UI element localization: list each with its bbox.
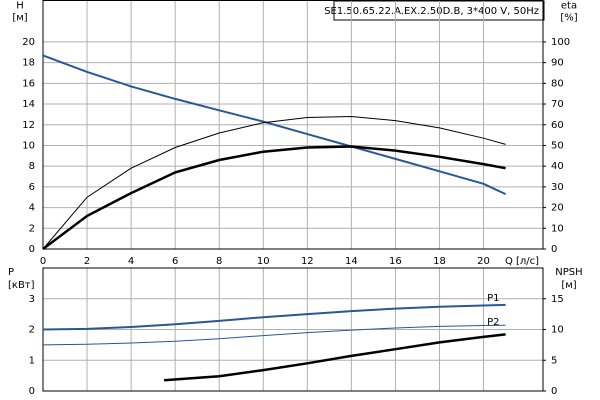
x-tick-label: 10 <box>257 256 270 267</box>
y-axis-label: P <box>8 267 14 278</box>
y-tick-label: 18 <box>22 58 35 69</box>
x-tick-label: 18 <box>433 256 446 267</box>
y2-tick-label: 20 <box>551 203 564 214</box>
curve <box>42 145 506 250</box>
y2-tick-label: 90 <box>551 58 564 69</box>
series-label: P1 <box>487 293 499 304</box>
x-tick-label: 6 <box>172 256 178 267</box>
y-tick-label: 2 <box>29 325 35 336</box>
y2-tick-label: 5 <box>551 355 557 366</box>
y-tick-label: 1 <box>29 355 35 366</box>
y-tick-label: 14 <box>22 99 35 110</box>
x-tick-label: 0 <box>40 256 46 267</box>
y2-tick-label: 0 <box>551 244 557 255</box>
y-axis-unit: [кВт] <box>8 280 35 291</box>
y-tick-label: 3 <box>29 294 35 305</box>
y-tick-label: 20 <box>22 37 35 48</box>
x-tick-label: 16 <box>389 256 402 267</box>
y2-axis-unit: [м] <box>561 280 576 291</box>
curve <box>42 303 506 331</box>
y-tick-label: 10 <box>22 140 35 151</box>
y2-axis-label: eta <box>561 1 577 12</box>
curve <box>42 324 506 346</box>
y-tick-label: 0 <box>29 386 35 397</box>
chart-title: SE1.50.65.22.A.EX.2.50D.B, 3*400 V, 50Hz <box>324 6 539 17</box>
y-tick-label: 8 <box>29 161 35 172</box>
y2-tick-label: 50 <box>551 140 564 151</box>
y2-tick-label: 10 <box>551 223 564 234</box>
y-axis-label: H <box>16 1 24 12</box>
y2-axis-unit: [%] <box>560 13 577 24</box>
curve <box>164 333 506 382</box>
curve <box>42 115 506 250</box>
y-tick-label: 0 <box>29 244 35 255</box>
y2-tick-label: 40 <box>551 161 564 172</box>
y2-tick-label: 15 <box>551 294 564 305</box>
x-tick-label: 20 <box>477 256 490 267</box>
y2-tick-label: 0 <box>551 386 557 397</box>
x-tick-label: 12 <box>301 256 314 267</box>
plot-frame <box>42 0 544 250</box>
y2-tick-label: 70 <box>551 99 564 110</box>
y2-tick-label: 80 <box>551 78 564 89</box>
y2-tick-label: 10 <box>551 325 564 336</box>
x-tick-label: 14 <box>345 256 358 267</box>
y-tick-label: 4 <box>29 203 35 214</box>
y-tick-label: 2 <box>29 223 35 234</box>
x-axis-label: Q [л/с] <box>505 256 539 267</box>
y-axis-unit: [м] <box>12 13 27 24</box>
y-tick-label: 16 <box>22 78 35 89</box>
y2-axis-label: NPSH <box>555 267 582 278</box>
x-tick-label: 8 <box>216 256 222 267</box>
series-label: P2 <box>487 317 499 328</box>
y2-tick-label: 60 <box>551 120 564 131</box>
curve <box>42 54 507 196</box>
y-tick-label: 6 <box>29 182 35 193</box>
y2-tick-label: 30 <box>551 182 564 193</box>
x-tick-label: 2 <box>84 256 90 267</box>
x-tick-label: 4 <box>128 256 134 267</box>
y2-tick-label: 100 <box>551 37 570 48</box>
y-tick-label: 12 <box>22 120 35 131</box>
